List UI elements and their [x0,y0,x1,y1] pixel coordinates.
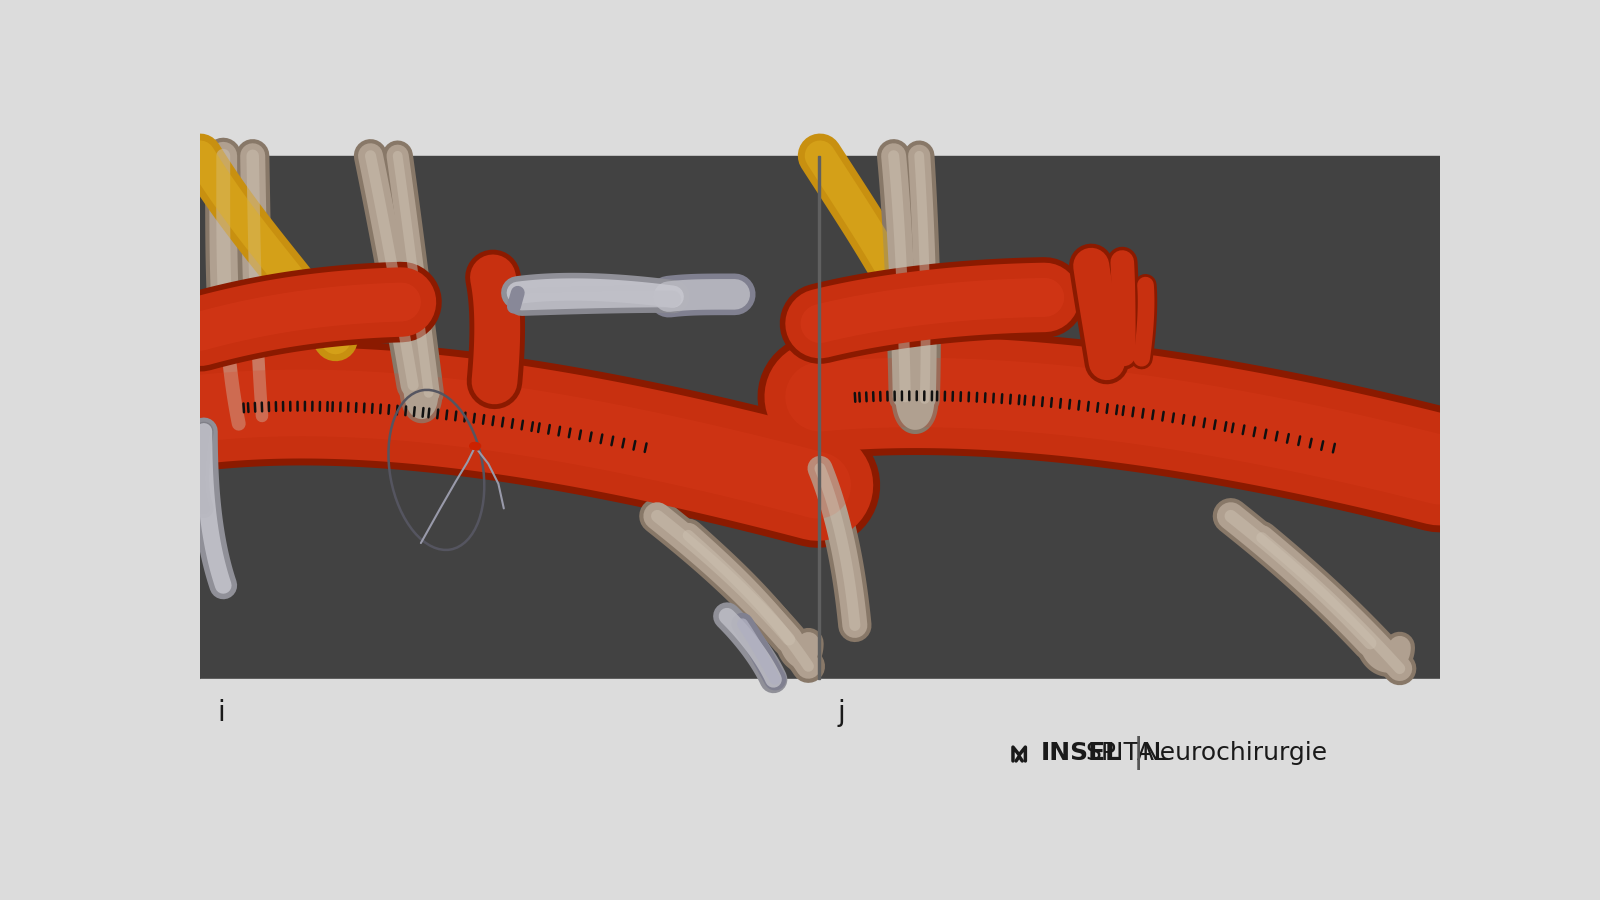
Ellipse shape [470,443,480,449]
Bar [200,156,1440,680]
Text: SPITAL: SPITAL [1086,742,1170,765]
Text: |: | [1133,736,1144,770]
Bar [200,680,1440,801]
Bar [200,108,1440,156]
Text: INSEL: INSEL [1042,742,1122,765]
Text: j: j [837,699,845,727]
Text: Neurochirurgie: Neurochirurgie [1142,742,1328,765]
Text: i: i [218,699,224,727]
Bar [818,156,821,680]
